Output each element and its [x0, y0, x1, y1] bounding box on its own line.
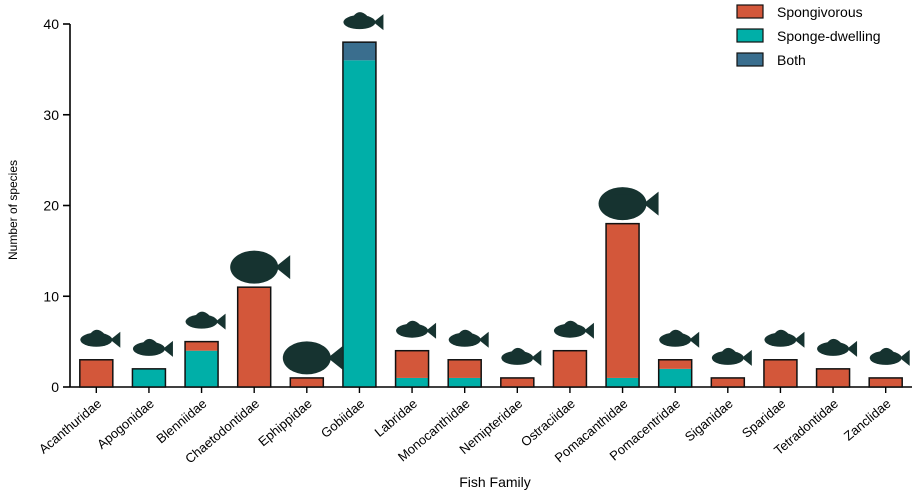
fish-silhouettes	[80, 12, 910, 375]
bar-segment-sponge-dwelling-monocanthidae	[448, 377, 482, 387]
legend-label: Spongivorous	[777, 4, 863, 20]
bar-segment-spongivorous-ostraciidae	[553, 350, 587, 387]
x-tick-label-ephippidae: Ephippidae	[255, 396, 314, 449]
fish-silhouette-icon	[869, 347, 910, 366]
y-tick-label: 40	[43, 16, 59, 32]
bar-segment-spongivorous-monocanthidae	[448, 359, 482, 378]
fish-silhouette-icon	[711, 347, 752, 366]
x-tick-labels: AcanthuridaeApogonidaeBlenniidaeChaetodo…	[36, 387, 894, 466]
fish-silhouette-icon	[553, 320, 594, 339]
bar-segment-spongivorous-pomacentridae	[658, 359, 692, 369]
bar-segment-sponge-dwelling-pomacentridae	[658, 368, 692, 387]
x-tick-label-zanclidae: Zanclidae	[841, 396, 894, 444]
bar-segment-spongivorous-nemipteridae	[500, 377, 534, 387]
fish-silhouette-icon	[396, 320, 437, 339]
x-tick-label-apogonidae: Apogonidae	[94, 396, 157, 452]
bar-segment-both-gobiidae	[342, 42, 376, 61]
fish-silhouette-icon	[764, 329, 805, 348]
x-tick-label-siganidae: Siganidae	[682, 396, 736, 445]
bar-segment-sponge-dwelling-labridae	[395, 377, 429, 387]
legend-label: Both	[777, 52, 806, 68]
bar-segment-spongivorous-chaetodontidae	[237, 287, 271, 387]
x-tick-label-labridae: Labridae	[372, 396, 420, 440]
legend-swatch	[736, 28, 764, 43]
bar-segment-spongivorous-ephippidae	[290, 377, 324, 387]
y-tick-label: 30	[43, 107, 59, 123]
fish-silhouette-icon	[817, 338, 858, 357]
y-tick-label: 20	[43, 198, 59, 214]
bar-segment-spongivorous-acanthuridae	[79, 359, 113, 387]
fish-silhouette-icon	[230, 250, 291, 284]
x-tick-label-sparidae: Sparidae	[739, 396, 789, 441]
bar-segment-sponge-dwelling-gobiidae	[342, 60, 376, 388]
bar-segment-spongivorous-sparidae	[763, 359, 797, 387]
legend-swatch	[736, 4, 764, 19]
x-tick-label-acanthuridae: Acanthuridae	[36, 396, 104, 457]
legend-swatch	[736, 52, 764, 67]
bar-segment-spongivorous-siganidae	[711, 377, 745, 387]
fish-silhouette-icon	[132, 338, 173, 357]
fish-silhouette-icon	[185, 311, 226, 330]
legend: Spongivorous Sponge-dwelling Both	[736, 4, 881, 68]
bar-segment-spongivorous-labridae	[395, 350, 429, 378]
x-tick-label-gobiidae: Gobiidae	[318, 396, 368, 441]
bar-segment-spongivorous-blenniidae	[185, 341, 219, 351]
x-axis-title: Fish Family	[459, 474, 531, 490]
fish-silhouette-icon	[598, 187, 659, 221]
fish-silhouette-icon	[659, 329, 700, 348]
bar-segment-spongivorous-zanclidae	[869, 377, 903, 387]
fish-silhouette-icon	[282, 341, 343, 375]
bar-segment-spongivorous-pomacanthidae	[606, 223, 640, 378]
bar-segment-sponge-dwelling-blenniidae	[185, 350, 219, 387]
fish-silhouette-icon	[448, 329, 489, 348]
fish-silhouette-icon	[501, 347, 542, 366]
bar-segment-sponge-dwelling-pomacanthidae	[606, 377, 640, 387]
bar-segment-sponge-dwelling-apogonidae	[132, 368, 166, 387]
bar-segment-spongivorous-tetradontidae	[816, 368, 850, 387]
y-tick-label: 0	[51, 379, 59, 395]
fish-silhouette-icon	[80, 329, 121, 348]
legend-label: Sponge-dwelling	[777, 28, 881, 44]
fish-silhouette-icon	[343, 12, 384, 31]
y-tick-label: 10	[43, 288, 59, 304]
y-axis-title: Number of species	[6, 160, 20, 260]
